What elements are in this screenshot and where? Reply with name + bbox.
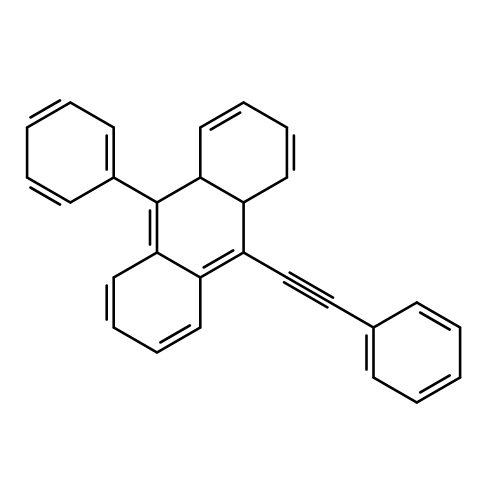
bond-line	[420, 375, 449, 392]
bond-line	[157, 253, 200, 278]
bond-line	[287, 278, 330, 303]
bond-line	[160, 325, 189, 342]
bond-line	[114, 328, 157, 353]
bond-group	[27, 100, 460, 402]
bond-line	[200, 178, 243, 203]
bond-line	[330, 303, 373, 328]
bond-line	[211, 113, 240, 130]
bond-line	[284, 282, 327, 307]
bond-line	[244, 103, 287, 128]
bond-line	[31, 100, 60, 117]
bond-line	[244, 178, 287, 203]
bond-line	[420, 313, 449, 330]
bond-line	[244, 253, 287, 278]
molecule-diagram	[0, 0, 500, 500]
bond-line	[70, 103, 113, 128]
bond-line	[114, 253, 157, 278]
bond-line	[290, 273, 333, 298]
bond-line	[374, 303, 417, 328]
bond-line	[374, 378, 417, 403]
bond-line	[114, 178, 157, 203]
bond-line	[31, 188, 60, 205]
bond-line	[157, 178, 200, 203]
bond-line	[204, 250, 233, 267]
bond-line	[70, 178, 113, 203]
